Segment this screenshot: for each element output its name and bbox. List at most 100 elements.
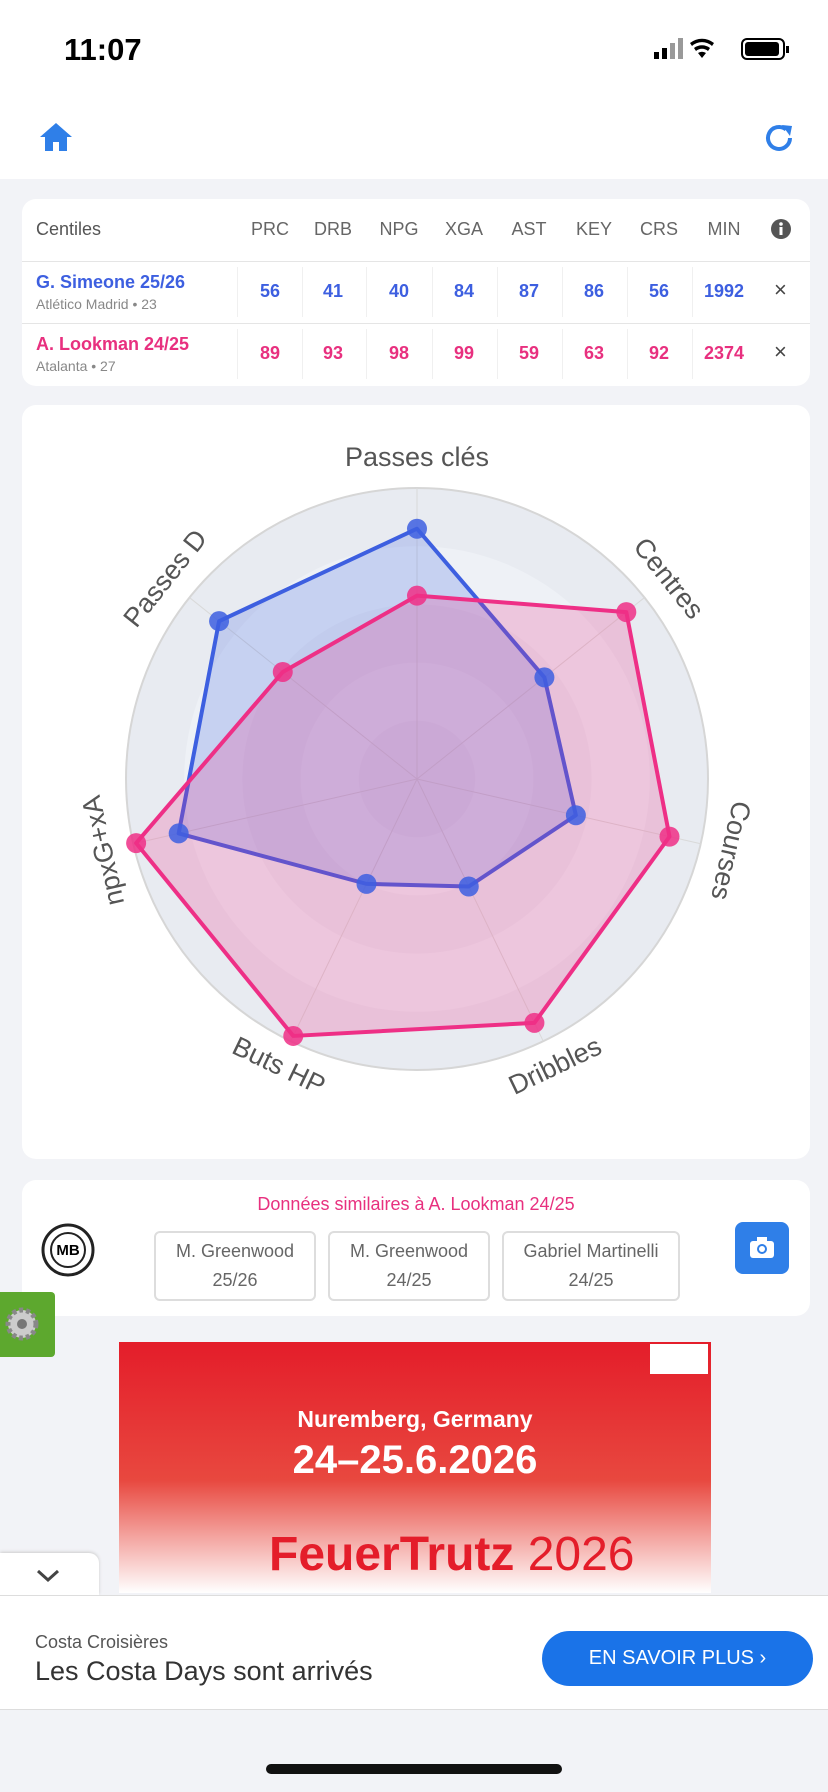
centile-value: 1992 [703, 281, 745, 301]
centile-value: 92 [648, 343, 670, 363]
table-header: Centiles [36, 219, 102, 239]
ad-headline: Les Costa Days sont arrivés [35, 1656, 373, 1686]
cell-divider [237, 329, 238, 379]
centile-value: 98 [388, 343, 410, 363]
centile-value: 63 [583, 343, 605, 363]
cell-divider [301, 267, 303, 317]
cell-divider [561, 267, 563, 317]
advertiser: Costa Croisières [35, 1632, 169, 1652]
series-area [176, 526, 578, 889]
data-point [168, 823, 189, 844]
ad-choices[interactable] [650, 1344, 708, 1374]
column-header: CRS [639, 219, 679, 239]
centile-value: 86 [583, 281, 605, 301]
spoke [416, 778, 544, 1042]
status-icons [654, 38, 789, 60]
centile-value: 84 [453, 281, 475, 301]
ad-brand-name: FeuerTrutz [269, 1528, 515, 1581]
cta-button[interactable]: EN SAVOIR PLUS › [542, 1631, 813, 1686]
centile-value: 56 [648, 281, 670, 301]
ad-banner[interactable]: Nuremberg, Germany 24–25.6.2026 FeuerTru… [119, 1342, 711, 1593]
player-club: Atlético Madrid • 23 [36, 296, 157, 312]
centile-value: 89 [259, 343, 281, 363]
cell-divider [496, 267, 498, 317]
logo-text: MB [56, 1242, 79, 1259]
ad-location: Nuremberg, Germany [297, 1406, 533, 1432]
header: 11:07 [0, 0, 828, 179]
column-header: DRB [313, 219, 353, 239]
centiles-table: Centiles PRC DRB NPG XGA AST KEY CRS MIN G. Sime… [22, 199, 810, 386]
data-point [407, 585, 427, 606]
similar-name: M. Greenwood [175, 1241, 295, 1261]
settings-tab[interactable] [0, 1292, 55, 1357]
similar-name: M. Greenwood [349, 1241, 469, 1261]
refresh-button[interactable] [762, 121, 796, 155]
axis-label: npxG+xA [76, 793, 130, 909]
centile-value: 56 [259, 281, 281, 301]
data-point [407, 518, 427, 539]
remove-button[interactable]: × [774, 339, 787, 364]
spoke [189, 597, 418, 780]
similar-card: Données similaires à A. Lookman 24/25 MB… [22, 1180, 810, 1316]
similar-player[interactable]: M. Greenwood 24/25 [328, 1231, 490, 1301]
collapse-tab[interactable] [0, 1553, 99, 1595]
column-header: KEY [575, 219, 613, 239]
cell-divider [366, 329, 367, 379]
similar-season: 24/25 [386, 1270, 432, 1290]
data-point [659, 826, 680, 847]
axis-label: Courses [705, 798, 757, 903]
centile-value: 87 [518, 281, 540, 301]
column-header: XGA [444, 219, 484, 239]
radar-card: Passes clés Centres Courses Dribbles Buts HP… [22, 405, 810, 1159]
similar-season: 25/26 [212, 1270, 258, 1290]
similar-player[interactable]: Gabriel Martinelli 24/25 [502, 1231, 680, 1301]
column-header: AST [511, 219, 547, 239]
cell-divider [691, 329, 693, 379]
cell-divider [431, 329, 433, 379]
camera-button[interactable] [735, 1222, 789, 1274]
row-divider [22, 323, 810, 324]
cell-divider [496, 329, 498, 379]
bottom-ad[interactable]: Costa Croisières Les Costa Days sont arr… [0, 1595, 828, 1710]
centile-value: 2374 [703, 343, 745, 363]
cell-divider [366, 267, 367, 317]
spoke [290, 778, 418, 1042]
cell-divider [626, 267, 628, 317]
home-indicator [266, 1764, 562, 1774]
axis-label: Passes clés [345, 442, 489, 472]
centile-value: 40 [388, 281, 410, 301]
ad-year: 2026 [527, 1528, 635, 1581]
column-header: PRC [250, 219, 290, 239]
similar-player[interactable]: M. Greenwood 25/26 [154, 1231, 316, 1301]
cta-text: EN SAVOIR PLUS [588, 1647, 754, 1669]
player-name: A. Lookman 24/25 [36, 334, 190, 354]
ad-brand: FeuerTrutz 2026 [269, 1527, 635, 1582]
column-header: MIN [707, 219, 741, 239]
data-point [565, 805, 586, 826]
series-area [134, 593, 672, 1038]
remove-button[interactable]: × [774, 277, 787, 302]
player-club: Atalanta • 27 [36, 358, 116, 374]
similar-season: 24/25 [568, 1270, 614, 1290]
home-button[interactable] [38, 121, 74, 153]
data-point [534, 667, 555, 688]
row-divider [22, 261, 810, 262]
data-point [524, 1012, 545, 1033]
cell-divider [431, 267, 433, 317]
data-point [209, 611, 230, 632]
player-name: G. Simeone 25/26 [36, 272, 186, 292]
centile-value: 41 [322, 281, 344, 301]
cell-divider [301, 329, 303, 379]
cell-divider [237, 267, 238, 317]
centile-value: 99 [453, 343, 475, 363]
similar-title: Données similaires à A. Lookman 24/25 [257, 1194, 575, 1214]
data-point [283, 1025, 304, 1046]
centile-value: 93 [322, 343, 344, 363]
clock: 11:07 [64, 32, 142, 67]
data-point [616, 602, 637, 623]
centile-value: 59 [518, 343, 540, 363]
data-point [126, 833, 147, 854]
info-icon[interactable] [770, 218, 792, 240]
cell-divider [561, 329, 563, 379]
